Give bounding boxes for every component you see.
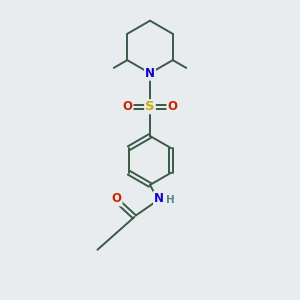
Text: N: N	[154, 192, 164, 205]
Text: N: N	[145, 67, 155, 80]
Text: O: O	[167, 100, 177, 113]
Text: O: O	[112, 193, 122, 206]
Text: H: H	[166, 195, 175, 205]
Text: S: S	[145, 100, 155, 113]
Text: O: O	[123, 100, 133, 113]
